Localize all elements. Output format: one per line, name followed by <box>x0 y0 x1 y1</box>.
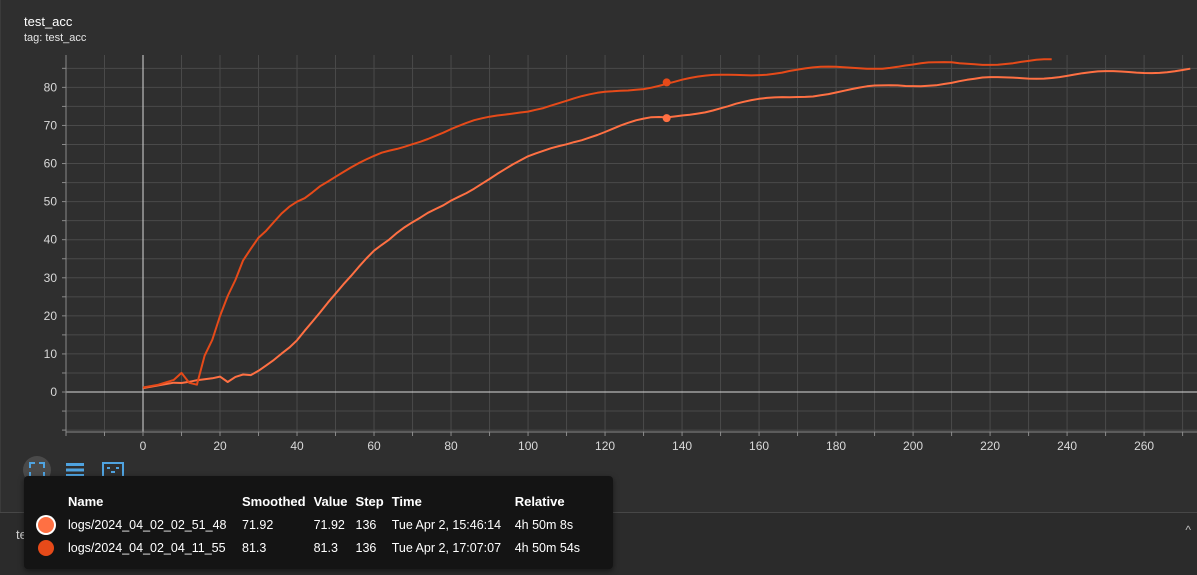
axes <box>62 55 1197 436</box>
x-tick-label: 100 <box>518 439 538 453</box>
chevron-up-icon[interactable]: ^ <box>1185 523 1191 537</box>
test-acc-card: test_acc tag: test_acc 0 20 40 60 80 100 120 14… <box>0 0 1197 512</box>
header-relative: Relative <box>514 494 565 509</box>
header-color <box>34 494 64 513</box>
header-time: Time <box>391 494 422 509</box>
run-relative: 4h 50m 54s <box>514 540 581 555</box>
run-relative: 4h 50m 8s <box>514 517 574 532</box>
run-smoothed: 71.92 <box>242 517 274 532</box>
hover-tooltip: Name Smoothed Value Step Time Relative l… <box>24 476 613 569</box>
run-time: Tue Apr 2, 15:46:14 <box>391 517 502 532</box>
tooltip-table: Name Smoothed Value Step Time Relative l… <box>34 494 584 559</box>
x-tick-label: 80 <box>444 439 458 453</box>
x-tick-label: 180 <box>826 439 846 453</box>
toggle-log-scale-icon <box>66 463 84 477</box>
hover-point-1 <box>662 114 671 123</box>
toggle-log-scale-button[interactable] <box>61 456 89 484</box>
run-smoothed: 81.3 <box>242 540 267 555</box>
x-tick-label: 140 <box>672 439 692 453</box>
x-tick-label: 240 <box>1057 439 1077 453</box>
series-line-1 <box>142 67 1191 390</box>
header-smoothed: Smoothed <box>242 494 306 509</box>
run-step: 136 <box>355 540 377 555</box>
x-tick-label: 160 <box>749 439 769 453</box>
x-tick-label: 60 <box>367 439 381 453</box>
run-name: logs/2024_04_02_04_11_55 <box>68 540 226 555</box>
line-chart[interactable]: 0 20 40 60 80 100 120 140 160 180 200 220 240 260 0 10 2… <box>1 0 1197 512</box>
fit-domain-icon <box>29 462 45 478</box>
series-group <box>142 58 1191 390</box>
run-color-dot <box>38 516 54 533</box>
tooltip-row: logs/2024_04_02_02_51_48 71.92 71.92 136… <box>34 513 584 536</box>
run-color-dot <box>38 539 54 556</box>
y-tick-label: 10 <box>44 347 58 361</box>
x-tick-label: 220 <box>980 439 1000 453</box>
run-time: Tue Apr 2, 17:07:07 <box>391 540 502 555</box>
run-color-cell <box>34 513 64 536</box>
y-tick-label: 0 <box>50 385 57 399</box>
series-line-2 <box>142 58 1052 389</box>
y-tick-label: 50 <box>44 195 58 209</box>
tooltip-row: logs/2024_04_02_04_11_55 81.3 81.3 136 T… <box>34 536 584 559</box>
tick-labels: 0 20 40 60 80 100 120 140 160 180 200 220 240 260 0 10 2… <box>44 80 1155 453</box>
y-tick-label: 70 <box>44 118 58 132</box>
run-step: 136 <box>355 517 377 532</box>
x-tick-label: 260 <box>1134 439 1154 453</box>
run-color-cell <box>34 536 64 559</box>
header-value: Value <box>313 494 348 509</box>
x-tick-label: 120 <box>595 439 615 453</box>
x-tick-label: 40 <box>290 439 304 453</box>
tooltip-header-row: Name Smoothed Value Step Time Relative <box>34 494 584 513</box>
y-tick-label: 40 <box>44 233 58 247</box>
header-step: Step <box>355 494 384 509</box>
hover-point-2 <box>662 78 671 87</box>
x-tick-label: 0 <box>140 439 147 453</box>
chart-title: test_acc <box>24 14 73 29</box>
run-name: logs/2024_04_02_02_51_48 <box>68 517 227 532</box>
x-tick-label: 20 <box>213 439 227 453</box>
run-value: 71.92 <box>313 517 345 532</box>
y-tick-label: 80 <box>44 80 58 94</box>
chart-tag: tag: test_acc <box>24 32 87 44</box>
x-tick-label: 200 <box>903 439 923 453</box>
header-name: Name <box>68 494 104 509</box>
hover-markers <box>662 78 671 123</box>
run-value: 81.3 <box>313 540 338 555</box>
y-tick-label: 20 <box>44 309 58 323</box>
y-tick-label: 60 <box>44 157 58 171</box>
y-tick-label: 30 <box>44 271 58 285</box>
grid-lines <box>65 55 1197 432</box>
